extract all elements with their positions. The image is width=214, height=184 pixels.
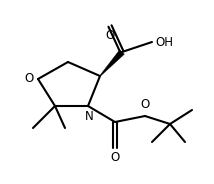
Text: O: O: [105, 29, 115, 42]
Text: O: O: [140, 98, 150, 111]
Text: O: O: [110, 151, 120, 164]
Polygon shape: [100, 50, 124, 76]
Text: OH: OH: [155, 36, 173, 49]
Text: N: N: [85, 110, 93, 123]
Text: O: O: [25, 72, 34, 86]
